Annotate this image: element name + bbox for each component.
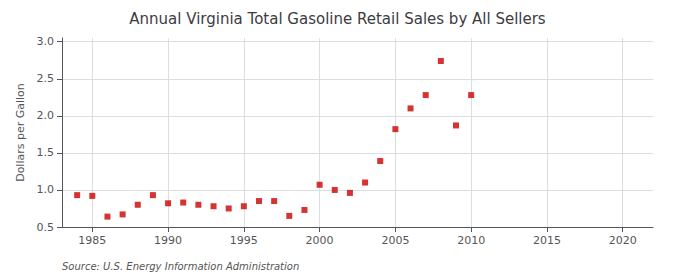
svg-text:1995: 1995 (230, 234, 258, 247)
svg-text:1.5: 1.5 (37, 146, 55, 159)
svg-text:2.5: 2.5 (37, 72, 55, 85)
svg-text:1990: 1990 (154, 234, 182, 247)
svg-text:2020: 2020 (609, 234, 637, 247)
svg-text:2015: 2015 (533, 234, 561, 247)
svg-text:3.0: 3.0 (37, 35, 55, 48)
svg-text:Source: U.S. Energy Informatio: Source: U.S. Energy Information Administ… (62, 261, 299, 272)
svg-text:Dollars per Gallon: Dollars per Gallon (14, 83, 27, 182)
svg-text:2010: 2010 (457, 234, 485, 247)
svg-text:Annual Virginia Total Gasoline: Annual Virginia Total Gasoline Retail Sa… (129, 10, 546, 28)
svg-text:1.0: 1.0 (37, 183, 55, 196)
svg-text:1985: 1985 (78, 234, 106, 247)
svg-text:2.0: 2.0 (37, 109, 55, 122)
svg-text:2000: 2000 (306, 234, 334, 247)
svg-text:2005: 2005 (381, 234, 409, 247)
svg-text:0.5: 0.5 (37, 221, 55, 234)
